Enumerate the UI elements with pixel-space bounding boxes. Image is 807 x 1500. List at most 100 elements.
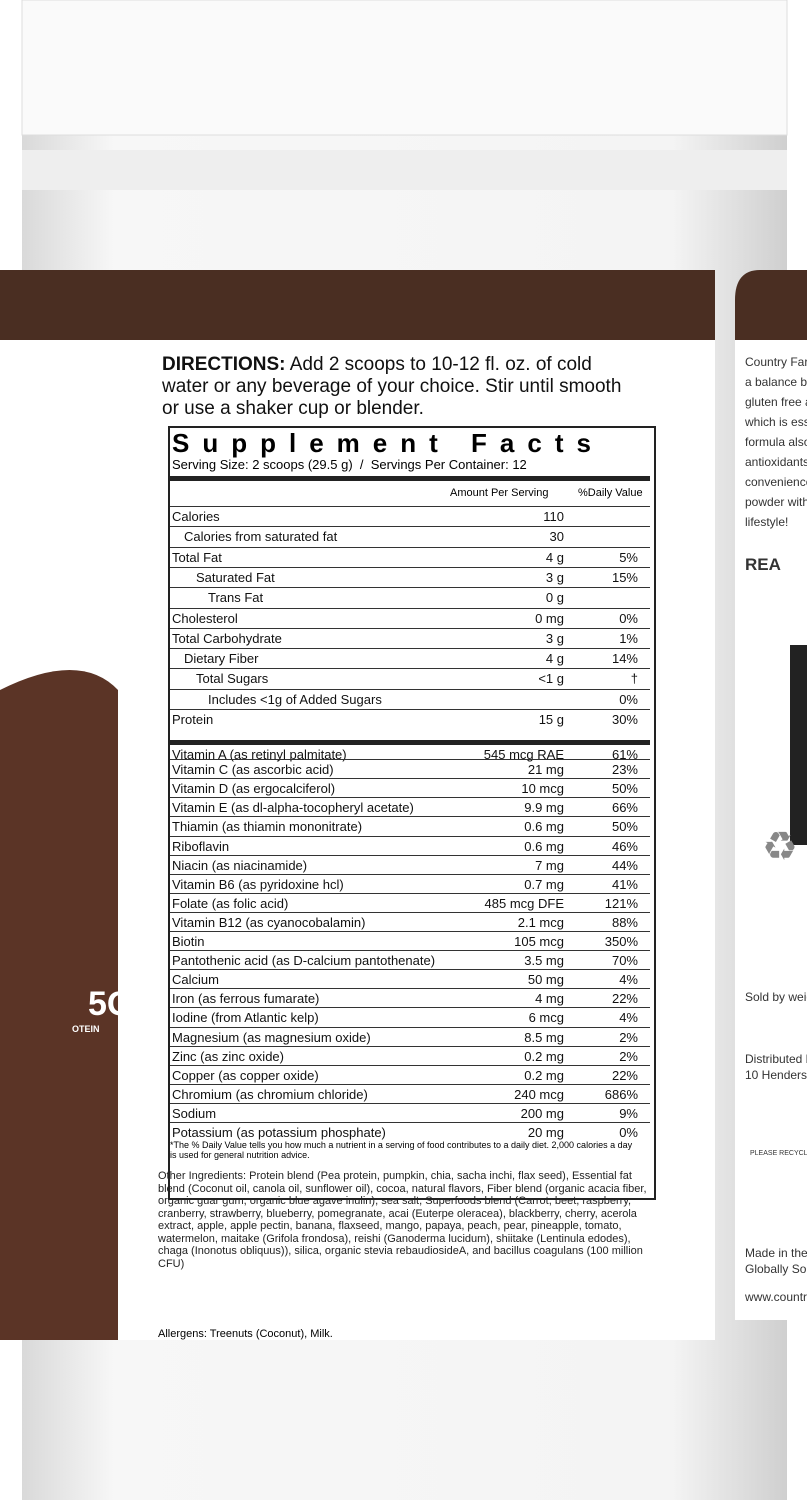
nutrient-dv: 0%	[619, 1125, 638, 1140]
directions-text: Add 2 scoops to 10-12 fl. oz. of cold wa…	[162, 354, 622, 419]
side-line: which is esse	[745, 415, 807, 429]
nutrient-dv: 46%	[611, 838, 638, 854]
side-line: gluten free ar	[745, 395, 807, 409]
nutrient-amount: 240 mcg	[514, 1086, 564, 1102]
facts-row: Vitamin C (as ascorbic acid) 21 mg 23%	[170, 759, 650, 779]
nutrient-dv: 30%	[611, 712, 638, 727]
nutrient-amount: 110	[543, 509, 564, 524]
facts-row: Total Carbohydrate 3 g 1%	[170, 627, 650, 649]
nutrient-amount: 15 g	[538, 712, 564, 727]
facts-row: Copper (as copper oxide) 0.2 mg 22%	[170, 1064, 650, 1085]
nutrient-amount: 30	[549, 529, 564, 545]
side-line: 10 Henderson D	[745, 1068, 807, 1082]
nutrient-dv: 22%	[611, 1067, 638, 1083]
ridge	[22, 150, 787, 190]
nutrient-name: Copper (as copper oxide)	[172, 1067, 319, 1083]
nutrient-amount: 0 g	[545, 590, 564, 606]
nutrient-dv: 1%	[619, 630, 638, 646]
facts-row: Trans Fat 0 g	[170, 587, 650, 608]
nutrient-name: Total Fat	[172, 549, 222, 565]
facts-row: Protein 15 g 30%	[170, 709, 650, 730]
nutrient-amount: 485 mcg DFE	[484, 895, 564, 911]
nutrient-dv: 44%	[611, 857, 638, 873]
nutrient-amount: 3 g	[545, 569, 564, 585]
nutrient-name: Zinc (as zinc oxide)	[172, 1048, 284, 1064]
facts-row: Vitamin E (as dl-alpha-tocopheryl acetat…	[170, 797, 650, 817]
nutrient-amount: 200 mg	[520, 1105, 564, 1121]
nutrient-dv: 14%	[611, 651, 638, 667]
nutrient-dv: 50%	[611, 819, 638, 835]
facts-row: Calcium 50 mg 4%	[170, 969, 650, 989]
nutrient-amount: 3 g	[545, 630, 564, 646]
nutrient-dv: 23%	[611, 762, 638, 778]
facts-row: Vitamin B12 (as cyanocobalamin) 2.1 mcg 88…	[170, 911, 650, 932]
facts-row: Dietary Fiber 4 g 14%	[170, 648, 650, 669]
nutrient-name: Niacin (as niacinamide)	[172, 857, 308, 873]
nutrient-dv: 0%	[619, 691, 638, 707]
facts-title: Supplement Facts	[172, 428, 604, 458]
facts-row: Total Sugars <1 g †	[170, 668, 650, 689]
directions: DIRECTIONS: Add 2 scoops to 10-12 fl. oz…	[162, 354, 632, 420]
facts-row: Potassium (as potassium phosphate) 20 mg 0…	[170, 1122, 650, 1142]
side-line: Globally Sourced	[745, 1262, 807, 1276]
side-line: Country Farm	[745, 355, 807, 369]
footnote: *The % Daily Value tells you how much a …	[170, 1140, 633, 1160]
facts-row: Niacin (as niacinamide) 7 mg 44%	[170, 854, 650, 875]
head-amount: Amount Per Serving	[450, 487, 549, 499]
nutrient-name: Dietary Fiber	[184, 651, 259, 667]
nutrient-name: Trans Fat	[208, 590, 264, 606]
brown-band	[0, 270, 715, 340]
lid	[21, 0, 788, 136]
nutrient-amount: 0.2 mg	[524, 1067, 564, 1083]
nutrient-amount: 2.1 mcg	[517, 914, 564, 930]
nutrient-dv: †	[630, 671, 638, 687]
nutrient-name: Vitamin B12 (as cyanocobalamin)	[172, 914, 366, 930]
facts-row: Iron (as ferrous fumarate) 4 mg 22%	[170, 988, 650, 1008]
directions-label: DIRECTIONS:	[162, 354, 286, 375]
nutrient-amount: 0 mg	[535, 610, 564, 626]
nutrient-name: Cholesterol	[172, 610, 238, 626]
side-line: Distributed by C	[745, 1052, 807, 1066]
nutrient-dv: 4%	[619, 1010, 638, 1026]
facts-box	[168, 426, 656, 1200]
rule	[170, 476, 650, 481]
nutrient-dv: 50%	[611, 781, 638, 797]
nutrient-name: Riboflavin	[172, 838, 230, 854]
nutrient-name: Vitamin D (as ergocalciferol)	[172, 781, 336, 797]
nutrient-amount: 6 mcg	[528, 1010, 564, 1026]
nutrient-amount: 0.7 mg	[524, 876, 564, 892]
nutrient-dv: 88%	[611, 914, 638, 930]
nutrient-name: Includes <1g of Added Sugars	[208, 691, 382, 707]
recycle-icon: ♻	[762, 825, 798, 869]
side-line: convenience	[745, 475, 807, 489]
nutrient-dv: 70%	[611, 953, 638, 969]
nutrient-dv: 121%	[604, 895, 638, 911]
nutrient-dv: 66%	[611, 800, 638, 816]
facts-row: Vitamin D (as ergocalciferol) 10 mcg 50%	[170, 778, 650, 798]
nutrient-dv: 41%	[611, 876, 638, 892]
allergens: Allergens: Treenuts (Coconut), Milk.	[158, 1328, 333, 1340]
nutrient-amount: 4 g	[545, 651, 564, 667]
side-line: Sold by weight	[745, 990, 807, 1004]
side-line: REA	[745, 555, 781, 574]
side-line: lifestyle!	[745, 515, 789, 529]
nutrient-name: Protein	[172, 712, 214, 727]
facts-row: Sodium 200 mg 9%	[170, 1102, 650, 1123]
facts-row: Thiamin (as thiamin mononitrate) 0.6 mg 50…	[170, 816, 650, 836]
facts-row: Includes <1g of Added Sugars 0%	[170, 688, 650, 710]
facts-row: Biotin 105 mcg 350%	[170, 931, 650, 951]
nutrient-dv: 2%	[619, 1029, 638, 1045]
nutrient-amount: 0.6 mg	[524, 819, 564, 835]
nutrient-name: Calories	[172, 509, 220, 524]
nutrient-name: Magnesium (as magnesium oxide)	[172, 1029, 371, 1045]
nutrient-name: Iron (as ferrous fumarate)	[172, 991, 320, 1007]
facts-row: Chromium (as chromium chloride) 240 mcg 68…	[170, 1083, 650, 1104]
nutrient-name: Vitamin C (as ascorbic acid)	[172, 762, 334, 778]
front-protein-label: OTEIN	[72, 1024, 100, 1034]
head-dv: %Daily Value	[578, 487, 643, 499]
nutrient-amount: 545 mcg RAE	[483, 747, 564, 762]
nutrient-name: Thiamin (as thiamin mononitrate)	[172, 819, 363, 835]
side-line: a balance ble	[745, 375, 807, 389]
nutrient-name: Pantothenic acid (as D-calcium pantothen…	[172, 953, 436, 969]
